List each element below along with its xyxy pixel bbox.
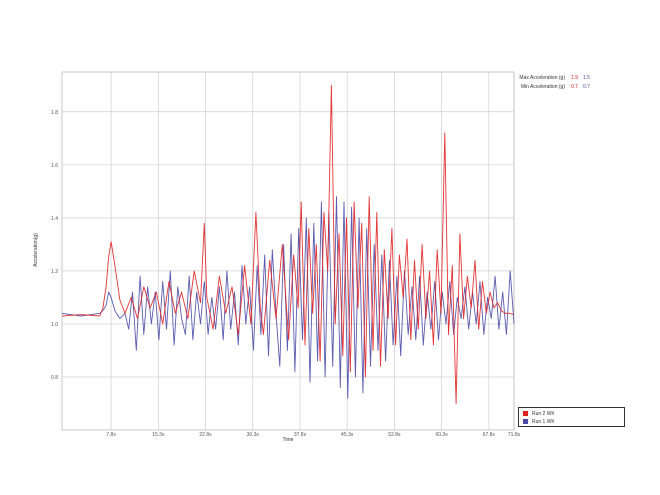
y-tick-label: 0.8 bbox=[51, 375, 58, 381]
x-axis-title: Time bbox=[283, 437, 294, 443]
x-tick-label: 7.8s bbox=[106, 432, 116, 438]
y-tick-label: 1.2 bbox=[51, 269, 58, 275]
y-tick-label: 1.6 bbox=[51, 163, 58, 169]
stats-table: Max Acceleration (g) 1.9 1.5 Min Acceler… bbox=[519, 75, 590, 90]
tick-layer: 7.8s 15.3s 22.8s 30.3s 37.8s 45.3s 52.8s 60.3s 6… bbox=[51, 110, 521, 438]
stats-max-run2: 1.9 bbox=[571, 75, 578, 81]
y-tick-label: 1.8 bbox=[51, 110, 58, 116]
series-line-run2 bbox=[61, 84, 515, 404]
legend-swatch-run1 bbox=[523, 419, 528, 424]
stats-min-run1: 0.7 bbox=[583, 84, 590, 90]
plot-frame bbox=[61, 71, 515, 431]
legend-item-run2: Run 2 Wh bbox=[523, 410, 554, 417]
series-layer bbox=[61, 84, 515, 404]
legend-label-run1: Run 1 Wh bbox=[532, 418, 555, 425]
x-tick-label: 30.3s bbox=[247, 432, 260, 438]
stats-min-label: Min Acceleration (g) bbox=[521, 84, 566, 90]
grid-layer bbox=[62, 72, 515, 430]
legend: Run 2 Wh Run 1 Wh bbox=[518, 407, 625, 427]
stats-max-label: Max Acceleration (g) bbox=[519, 75, 565, 81]
y-axis-title: Acceleration(g) bbox=[33, 233, 39, 267]
series-line-run1 bbox=[61, 196, 515, 399]
stats-max-run1: 1.5 bbox=[583, 75, 590, 81]
y-tick-label: 1.0 bbox=[51, 322, 58, 328]
legend-label-run2: Run 2 Wh bbox=[532, 410, 555, 417]
x-tick-label: 37.8s bbox=[294, 432, 307, 438]
y-tick-label: 1.4 bbox=[51, 216, 58, 222]
legend-item-run1: Run 1 Wh bbox=[523, 418, 554, 425]
x-tick-label: 15.3s bbox=[152, 432, 165, 438]
x-tick-label: 45.3s bbox=[341, 432, 354, 438]
x-tick-label: 22.8s bbox=[199, 432, 212, 438]
axes-layer bbox=[61, 71, 515, 431]
x-tick-label: 67.8s bbox=[483, 432, 496, 438]
x-tick-label: 60.3s bbox=[435, 432, 448, 438]
legend-swatch-run2 bbox=[523, 411, 528, 416]
stats-min-run2: 0.7 bbox=[571, 84, 578, 90]
x-tick-label: 71.8s bbox=[508, 432, 521, 438]
x-tick-label: 52.8s bbox=[388, 432, 401, 438]
